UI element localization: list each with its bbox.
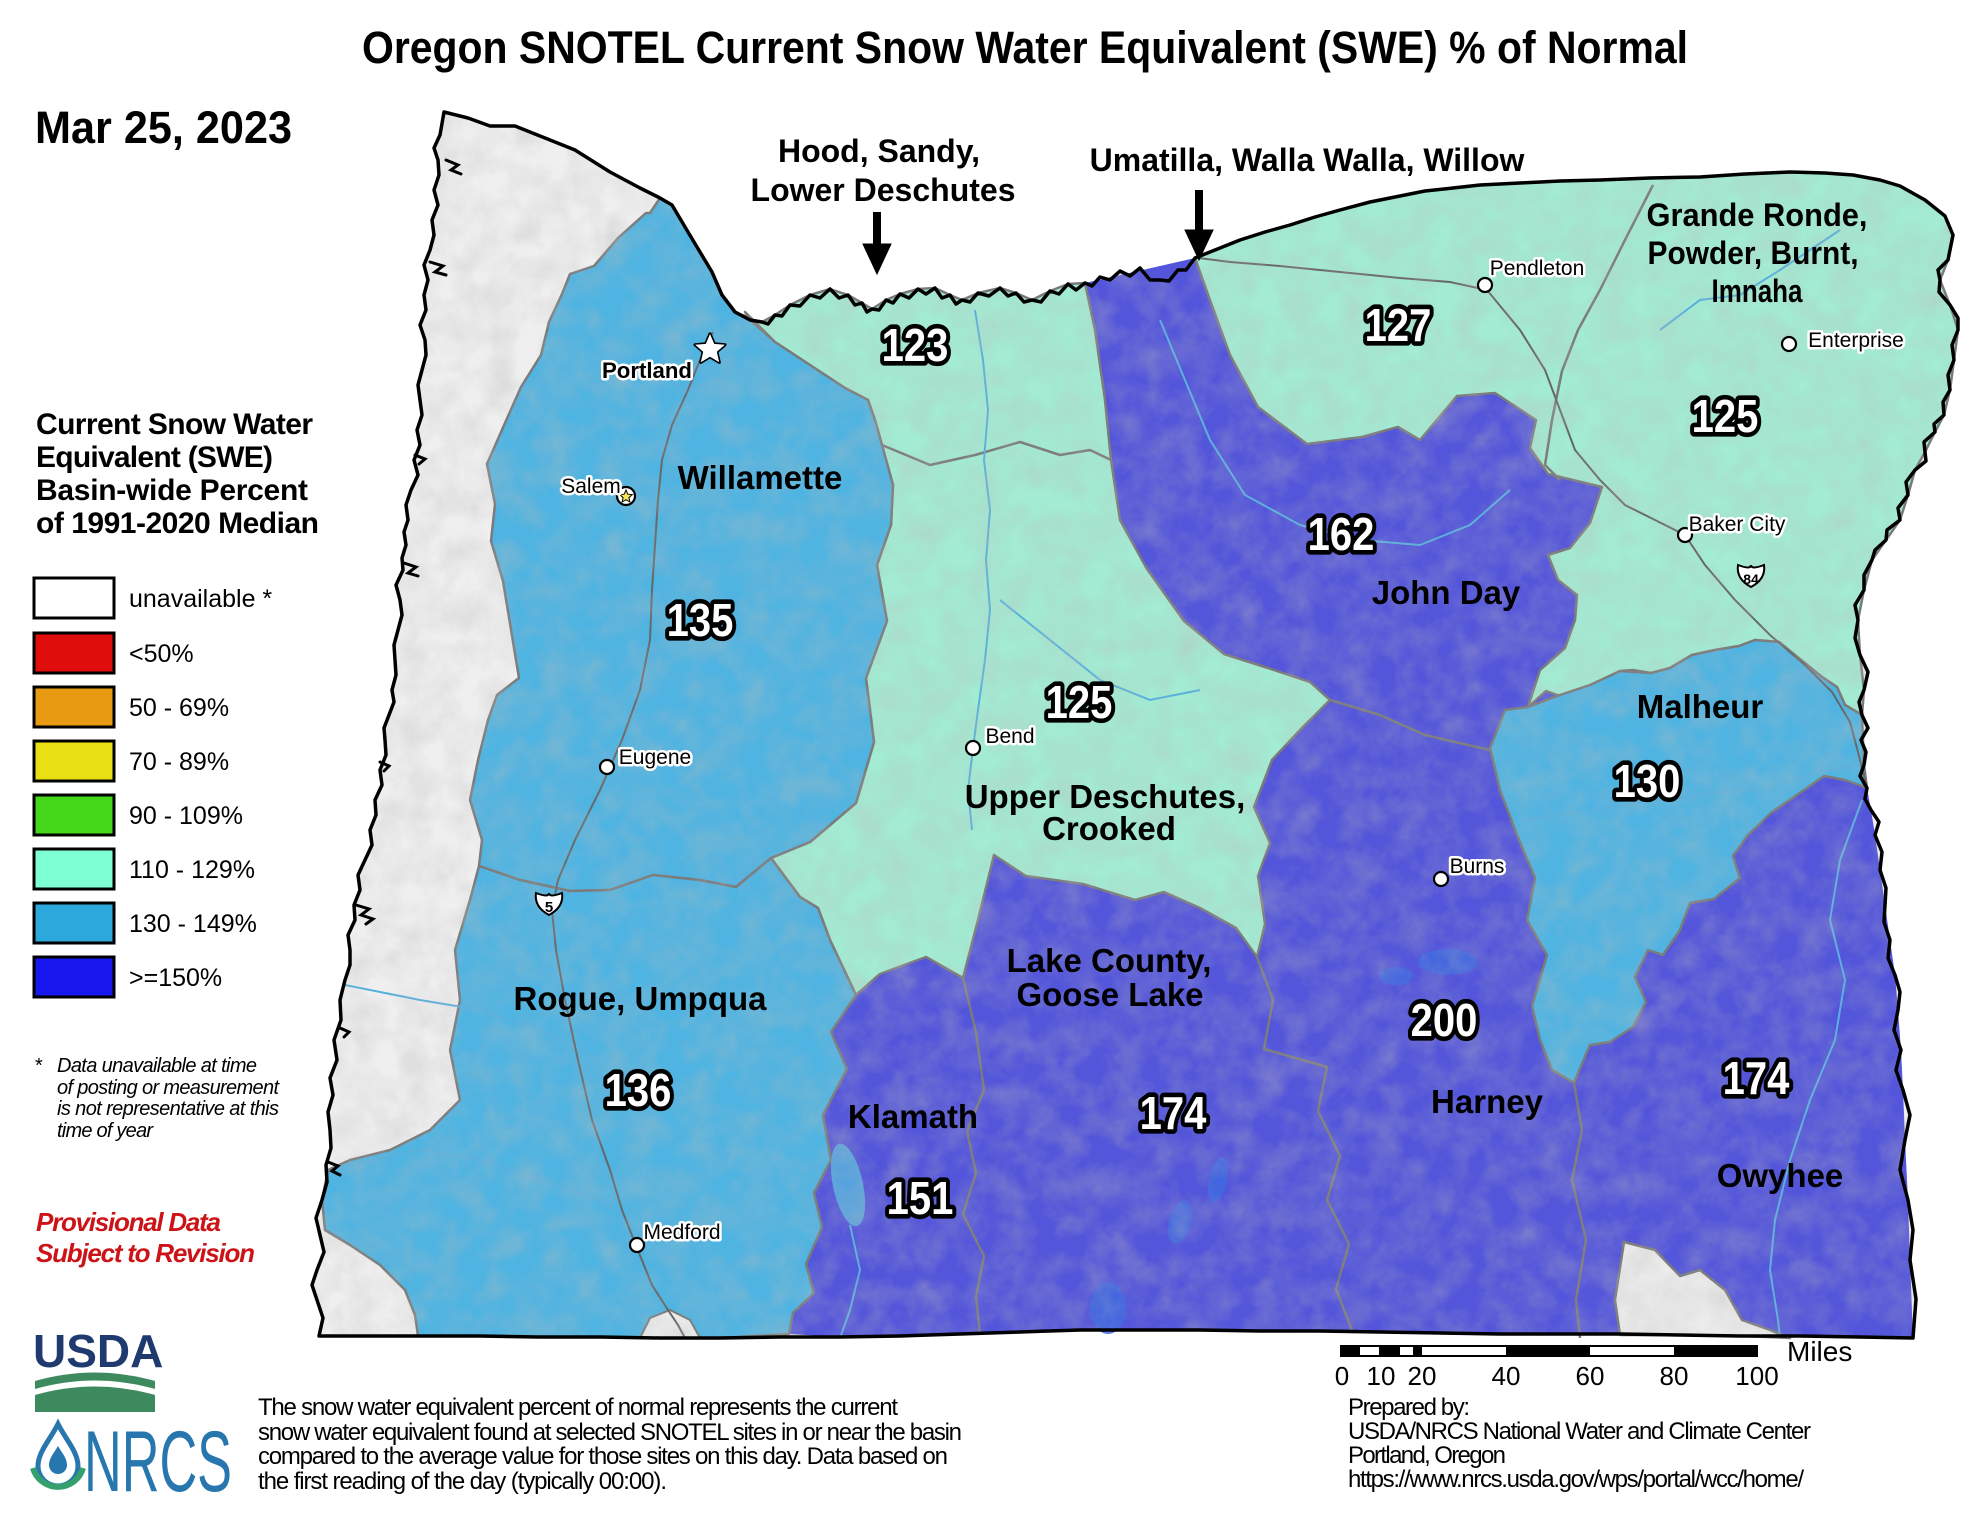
svg-text:174: 174 [1723, 1053, 1790, 1104]
svg-text:135: 135 [667, 595, 734, 646]
svg-text:130: 130 [1614, 756, 1681, 807]
svg-text:125: 125 [1692, 391, 1759, 442]
svg-text:Owyhee: Owyhee [1717, 1157, 1844, 1194]
svg-text:snow water equivalent found at: snow water equivalent found at selected … [258, 1419, 962, 1446]
svg-text:130 - 149%: 130 - 149% [129, 910, 257, 938]
svg-text:NRCS: NRCS [84, 1414, 232, 1510]
svg-text:Miles: Miles [1787, 1336, 1852, 1367]
svg-text:Mar 25, 2023: Mar 25, 2023 [35, 102, 292, 153]
svg-text:Data unavailable at time: Data unavailable at time [57, 1055, 257, 1077]
svg-text:127: 127 [1365, 300, 1432, 351]
svg-text:Portland: Portland [602, 358, 692, 383]
svg-text:174: 174 [1140, 1088, 1207, 1139]
svg-text:<50%: <50% [129, 640, 194, 668]
svg-text:Subject to Revision: Subject to Revision [36, 1238, 255, 1268]
svg-text:Willamette: Willamette [678, 459, 843, 496]
svg-text:USDA/NRCS National Water and C: USDA/NRCS National Water and Climate Cen… [1348, 1418, 1811, 1445]
svg-text:Imnaha: Imnaha [1712, 273, 1803, 309]
svg-text:Grande Ronde,: Grande Ronde, [1647, 197, 1868, 233]
svg-text:125: 125 [1046, 677, 1113, 728]
svg-text:The snow water equivalent perc: The snow water equivalent percent of nor… [258, 1394, 898, 1421]
svg-text:70 - 89%: 70 - 89% [129, 748, 229, 776]
svg-text:Goose Lake: Goose Lake [1016, 976, 1203, 1013]
svg-text:Oregon SNOTEL Current Snow Wat: Oregon SNOTEL Current Snow Water Equival… [362, 22, 1688, 73]
svg-text:Provisional Data: Provisional Data [36, 1207, 221, 1237]
svg-text:151: 151 [887, 1173, 954, 1224]
svg-text:0: 0 [1335, 1361, 1349, 1391]
svg-text:Equivalent (SWE): Equivalent (SWE) [36, 441, 273, 474]
svg-text:is not representative at this: is not representative at this [57, 1098, 279, 1120]
svg-text:200: 200 [1411, 995, 1478, 1046]
svg-text:Pendleton: Pendleton [1490, 257, 1585, 280]
svg-text:>=150%: >=150% [129, 964, 222, 992]
svg-text:90 - 109%: 90 - 109% [129, 802, 243, 830]
svg-text:Basin-wide Percent: Basin-wide Percent [36, 474, 308, 507]
svg-text:20: 20 [1408, 1361, 1437, 1391]
svg-text:40: 40 [1492, 1361, 1521, 1391]
svg-text:50 - 69%: 50 - 69% [129, 694, 229, 722]
svg-text:Prepared by:: Prepared by: [1348, 1394, 1470, 1421]
svg-text:of posting or measurement: of posting or measurement [57, 1077, 280, 1099]
svg-text:USDA: USDA [33, 1325, 163, 1377]
svg-text:Burns: Burns [1450, 855, 1505, 878]
svg-text:136: 136 [605, 1065, 672, 1116]
svg-text:John Day: John Day [1372, 574, 1521, 611]
svg-text:84: 84 [1743, 571, 1759, 587]
svg-text:100: 100 [1735, 1361, 1778, 1391]
svg-text:Baker City: Baker City [1689, 513, 1786, 536]
svg-text:Portland, Oregon: Portland, Oregon [1348, 1442, 1506, 1469]
svg-text:Current Snow Water: Current Snow Water [36, 408, 313, 441]
svg-text:Rogue, Umpqua: Rogue, Umpqua [514, 980, 768, 1017]
svg-text:compared to the average value: compared to the average value for those … [258, 1443, 948, 1470]
svg-text:Medford: Medford [643, 1221, 720, 1244]
svg-text:Umatilla, Walla Walla, Willow: Umatilla, Walla Walla, Willow [1090, 142, 1525, 178]
svg-text:Salem: Salem [561, 475, 621, 498]
svg-text:162: 162 [1308, 509, 1375, 560]
svg-text:Powder, Burnt,: Powder, Burnt, [1648, 235, 1859, 271]
svg-text:the first reading of the day (: the first reading of the day (typically … [258, 1468, 667, 1495]
svg-text:time of year: time of year [57, 1120, 154, 1142]
svg-text:10: 10 [1367, 1361, 1396, 1391]
svg-text:https://www.nrcs.usda.gov/wps/: https://www.nrcs.usda.gov/wps/portal/wcc… [1348, 1466, 1804, 1493]
svg-text:Harney: Harney [1431, 1083, 1544, 1120]
svg-text:Eugene: Eugene [619, 746, 691, 769]
svg-text:80: 80 [1660, 1361, 1689, 1391]
svg-text:60: 60 [1576, 1361, 1605, 1391]
svg-text:Upper Deschutes,: Upper Deschutes, [965, 778, 1246, 815]
svg-text:*: * [35, 1055, 43, 1077]
svg-text:5: 5 [545, 899, 553, 916]
svg-text:Crooked: Crooked [1042, 810, 1176, 847]
svg-text:123: 123 [882, 320, 949, 371]
svg-text:Lake County,: Lake County, [1007, 942, 1212, 979]
svg-text:Klamath: Klamath [848, 1098, 978, 1135]
svg-text:Enterprise: Enterprise [1808, 329, 1904, 352]
svg-text:unavailable *: unavailable * [129, 585, 272, 613]
svg-text:Bend: Bend [985, 725, 1034, 748]
svg-text:of 1991-2020 Median: of 1991-2020 Median [36, 507, 319, 540]
svg-text:Lower Deschutes: Lower Deschutes [751, 172, 1016, 208]
svg-text:Hood, Sandy,: Hood, Sandy, [778, 133, 980, 169]
svg-text:Malheur: Malheur [1637, 688, 1764, 725]
svg-text:110 - 129%: 110 - 129% [129, 856, 255, 884]
